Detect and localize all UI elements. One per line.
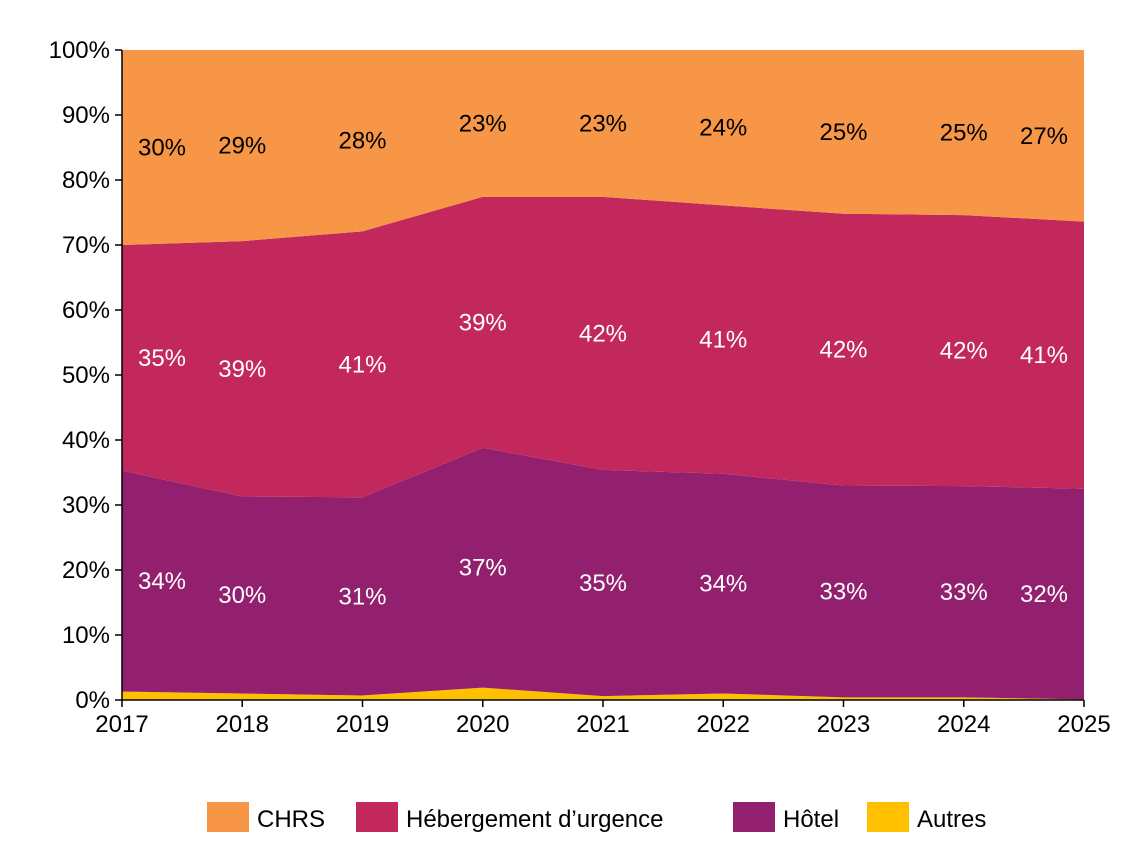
data-label-chrs: 28% <box>338 128 386 155</box>
data-label-hotel: 33% <box>940 579 988 606</box>
data-label-chrs: 30% <box>138 135 186 162</box>
data-label-hebergement-d-urgence: 41% <box>699 327 747 354</box>
x-tick-label: 2020 <box>456 711 509 738</box>
y-axis: 0% 10% 20% 30% 40% 50% 60% 70% 80% 90% 100% <box>49 37 123 714</box>
data-label-hebergement-d-urgence: 39% <box>459 309 507 336</box>
data-label-chrs: 27% <box>1020 123 1068 150</box>
x-tick-label: 2017 <box>95 711 148 738</box>
x-axis: 2017 2018 2019 2020 2021 2022 2023 2024 2025 <box>95 699 1111 738</box>
area-hotel <box>122 447 1084 700</box>
data-label-hotel: 34% <box>138 568 186 595</box>
data-label-hebergement-d-urgence: 42% <box>579 320 627 347</box>
legend-item-hotel: Hôtel <box>733 802 839 833</box>
y-tick-label: 100% <box>49 37 110 64</box>
data-label-hebergement-d-urgence: 35% <box>138 345 186 372</box>
data-label-hebergement-d-urgence: 41% <box>338 351 386 378</box>
legend-label: Hébergement d’urgence <box>406 806 664 833</box>
legend-swatch <box>207 802 249 832</box>
chart-data-labels: 34% 30% 31% 37% 35% 34% 33% 33% 32% 35% 39% 41% 39% 4… <box>138 110 1068 610</box>
y-tick-label: 80% <box>62 167 110 194</box>
y-tick-label: 0% <box>75 687 110 714</box>
y-tick-label: 20% <box>62 557 110 584</box>
data-label-hotel: 31% <box>338 583 386 610</box>
area-chrs <box>122 50 1084 245</box>
x-tick-label: 2025 <box>1057 711 1110 738</box>
y-tick-label: 70% <box>62 232 110 259</box>
legend-item-hebergement-d-urgence: Hébergement d’urgence <box>356 802 664 833</box>
data-label-chrs: 25% <box>819 119 867 146</box>
data-label-chrs: 24% <box>699 115 747 142</box>
legend-swatch <box>867 802 909 832</box>
data-label-hebergement-d-urgence: 41% <box>1020 342 1068 369</box>
data-label-hotel: 37% <box>459 555 507 582</box>
x-tick-label: 2018 <box>216 711 269 738</box>
legend-label: Autres <box>917 806 986 833</box>
legend-swatch <box>733 802 775 832</box>
data-label-chrs: 25% <box>940 120 988 147</box>
data-label-hotel: 35% <box>579 570 627 597</box>
data-label-chrs: 23% <box>579 110 627 137</box>
area-autres <box>122 687 1084 700</box>
y-tick-label: 60% <box>62 297 110 324</box>
data-label-hotel: 33% <box>819 578 867 605</box>
y-tick-label: 10% <box>62 622 110 649</box>
data-label-chrs: 23% <box>459 110 507 137</box>
legend-item-autres: Autres <box>867 802 986 833</box>
data-label-hebergement-d-urgence: 42% <box>940 338 988 365</box>
y-tick-label: 90% <box>62 102 110 129</box>
x-tick-label: 2024 <box>937 711 990 738</box>
y-tick-label: 50% <box>62 362 110 389</box>
x-tick-label: 2023 <box>817 711 870 738</box>
data-label-hebergement-d-urgence: 39% <box>218 356 266 383</box>
x-tick-label: 2019 <box>336 711 389 738</box>
chart-legend: CHRS Hébergement d’urgence Hôtel Autres <box>207 802 986 833</box>
legend-item-chrs: CHRS <box>207 802 325 833</box>
data-label-hotel: 30% <box>218 582 266 609</box>
legend-label: Hôtel <box>783 806 839 833</box>
area-hebergement-d-urgence <box>122 196 1084 498</box>
legend-label: CHRS <box>257 806 325 833</box>
y-tick-label: 30% <box>62 492 110 519</box>
data-label-hebergement-d-urgence: 42% <box>819 337 867 364</box>
x-tick-label: 2022 <box>697 711 750 738</box>
y-tick-label: 40% <box>62 427 110 454</box>
x-tick-label: 2021 <box>576 711 629 738</box>
data-label-hotel: 34% <box>699 571 747 598</box>
legend-swatch <box>356 802 398 832</box>
data-label-chrs: 29% <box>218 133 266 160</box>
data-label-hotel: 32% <box>1020 581 1068 608</box>
chart-areas <box>122 50 1084 700</box>
